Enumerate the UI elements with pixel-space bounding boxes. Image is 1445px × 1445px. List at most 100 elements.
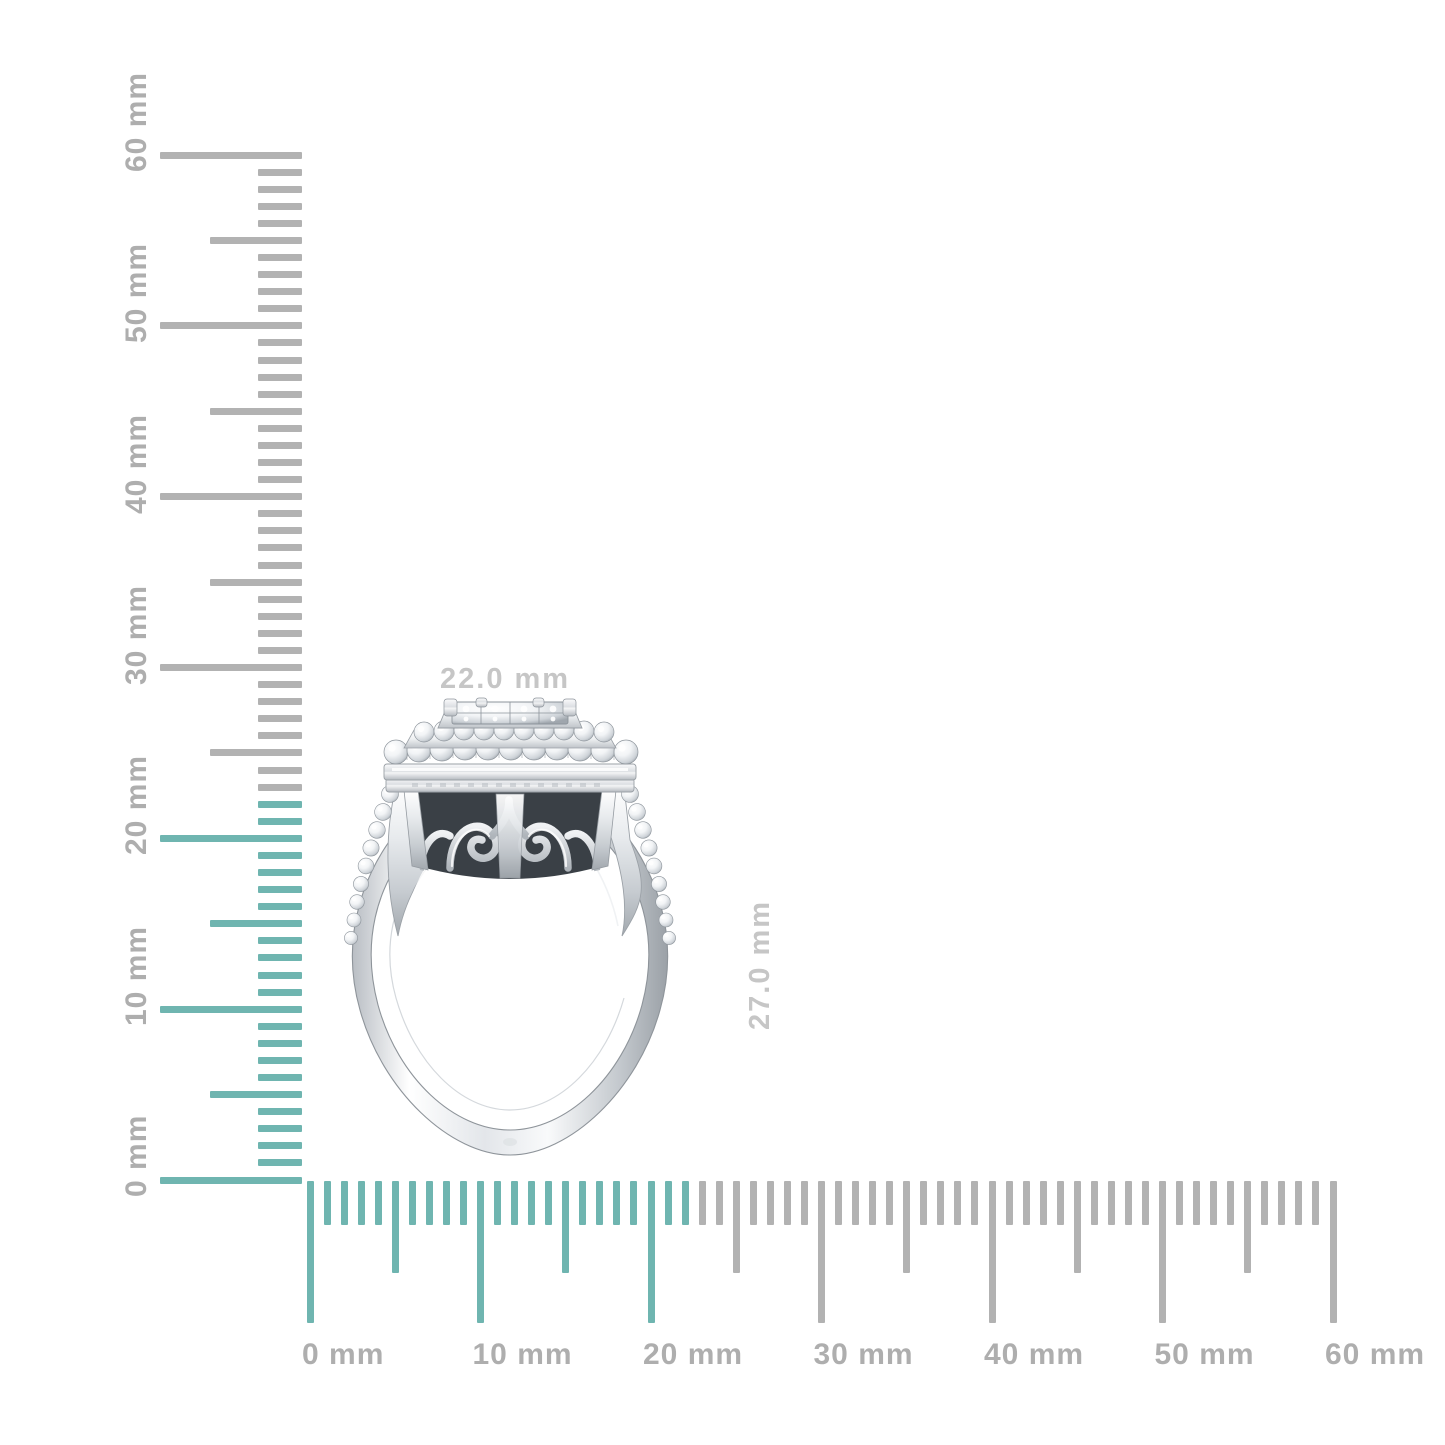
horizontal-tick-minor bbox=[579, 1181, 587, 1225]
horizontal-tick-minor bbox=[783, 1181, 791, 1225]
horizontal-tick-minor bbox=[528, 1181, 536, 1225]
horizontal-tick-mid bbox=[562, 1181, 570, 1273]
vertical-tick-minor bbox=[258, 1108, 302, 1116]
vertical-tick-minor bbox=[258, 646, 302, 654]
pave-diamonds-right bbox=[621, 785, 676, 945]
vertical-tick-minor bbox=[258, 527, 302, 535]
vertical-tick-minor bbox=[258, 681, 302, 689]
vertical-tick-major bbox=[160, 834, 302, 842]
horizontal-ruler-label: 50 mm bbox=[1154, 1338, 1255, 1371]
vertical-tick-minor bbox=[258, 1056, 302, 1064]
filigree-gallery bbox=[403, 789, 617, 879]
horizontal-tick-minor bbox=[442, 1181, 450, 1225]
horizontal-tick-minor bbox=[545, 1181, 553, 1225]
horizontal-tick-minor bbox=[1193, 1181, 1201, 1225]
horizontal-ruler-label: 30 mm bbox=[813, 1338, 914, 1371]
horizontal-ruler-label: 20 mm bbox=[643, 1338, 744, 1371]
horizontal-tick-minor bbox=[800, 1181, 808, 1225]
head-base bbox=[383, 763, 637, 793]
vertical-tick-minor bbox=[258, 305, 302, 313]
vertical-tick-minor bbox=[258, 356, 302, 364]
vertical-tick-minor bbox=[258, 715, 302, 723]
vertical-tick-minor bbox=[258, 459, 302, 466]
vertical-tick-mid bbox=[210, 578, 302, 586]
vertical-tick-minor bbox=[258, 954, 302, 962]
horizontal-tick-minor bbox=[1056, 1181, 1064, 1225]
horizontal-tick-minor bbox=[1090, 1181, 1098, 1225]
horizontal-tick-minor bbox=[1176, 1181, 1184, 1225]
horizontal-tick-major bbox=[1159, 1181, 1166, 1323]
horizontal-tick-minor bbox=[1124, 1181, 1132, 1225]
horizontal-tick-minor bbox=[664, 1181, 672, 1225]
horizontal-tick-minor bbox=[630, 1181, 638, 1225]
product-image bbox=[300, 690, 720, 1190]
horizontal-tick-minor bbox=[715, 1181, 723, 1225]
horizontal-tick-minor bbox=[835, 1181, 843, 1225]
horizontal-tick-minor bbox=[1107, 1181, 1115, 1225]
horizontal-tick-minor bbox=[766, 1181, 774, 1225]
horizontal-ruler-label: 40 mm bbox=[984, 1338, 1085, 1371]
vertical-tick-minor bbox=[258, 817, 302, 825]
horizontal-tick-minor bbox=[1278, 1181, 1286, 1225]
vertical-tick-minor bbox=[258, 271, 302, 279]
horizontal-tick-minor bbox=[1005, 1181, 1013, 1225]
horizontal-tick-minor bbox=[1312, 1181, 1320, 1225]
vertical-tick-minor bbox=[258, 544, 302, 552]
horizontal-tick-minor bbox=[613, 1181, 621, 1225]
vertical-ruler-label: 30 mm bbox=[120, 584, 153, 685]
vertical-tick-minor bbox=[258, 373, 302, 381]
horizontal-ruler-label: 60 mm bbox=[1325, 1338, 1426, 1371]
vertical-tick-mid bbox=[210, 1091, 302, 1099]
horizontal-tick-minor bbox=[869, 1181, 877, 1225]
vertical-tick-major bbox=[160, 1005, 302, 1013]
vertical-tick-major bbox=[160, 151, 302, 159]
vertical-tick-minor bbox=[258, 1022, 302, 1030]
vertical-tick-minor bbox=[258, 219, 302, 227]
horizontal-tick-minor bbox=[511, 1181, 519, 1225]
vertical-tick-minor bbox=[258, 1125, 302, 1133]
vertical-tick-minor bbox=[258, 800, 302, 808]
horizontal-tick-minor bbox=[971, 1181, 979, 1225]
center-stone-cluster bbox=[437, 697, 583, 729]
horizontal-tick-major bbox=[647, 1181, 655, 1323]
vertical-tick-minor bbox=[258, 783, 302, 791]
vertical-tick-minor bbox=[258, 698, 302, 706]
vertical-tick-mid bbox=[210, 407, 302, 415]
vertical-ruler-label: 50 mm bbox=[120, 242, 153, 343]
horizontal-tick-minor bbox=[408, 1181, 416, 1225]
vertical-tick-minor bbox=[258, 561, 302, 569]
vertical-tick-minor bbox=[258, 851, 302, 859]
horizontal-tick-minor bbox=[1039, 1181, 1047, 1225]
width-dimension-label: 22.0 mm bbox=[440, 663, 571, 695]
horizontal-tick-minor bbox=[1295, 1181, 1303, 1225]
horizontal-tick-minor bbox=[1227, 1181, 1235, 1225]
vertical-tick-major bbox=[160, 493, 302, 501]
vertical-tick-minor bbox=[258, 185, 302, 193]
ring-illustration bbox=[344, 697, 676, 1156]
horizontal-tick-mid bbox=[903, 1181, 911, 1273]
vertical-tick-minor bbox=[258, 390, 302, 398]
horizontal-tick-minor bbox=[357, 1181, 365, 1225]
horizontal-tick-minor bbox=[340, 1181, 348, 1225]
horizontal-ruler-label: 0 mm bbox=[302, 1338, 385, 1371]
vertical-tick-minor bbox=[258, 288, 302, 296]
vertical-tick-minor bbox=[258, 1142, 302, 1150]
vertical-tick-minor bbox=[258, 971, 302, 979]
horizontal-tick-minor bbox=[681, 1181, 689, 1225]
horizontal-tick-minor bbox=[954, 1181, 962, 1225]
vertical-tick-major bbox=[160, 322, 302, 330]
horizontal-tick-minor bbox=[920, 1181, 928, 1225]
vertical-tick-minor bbox=[258, 510, 302, 518]
horizontal-tick-minor bbox=[1261, 1181, 1269, 1225]
vertical-tick-minor bbox=[258, 595, 302, 603]
horizontal-tick-minor bbox=[698, 1181, 706, 1225]
vertical-tick-minor bbox=[258, 441, 302, 449]
vertical-tick-minor bbox=[258, 629, 302, 637]
horizontal-tick-minor bbox=[425, 1181, 433, 1225]
horizontal-ruler-label: 10 mm bbox=[472, 1338, 573, 1371]
vertical-tick-minor bbox=[258, 339, 302, 347]
vertical-tick-minor bbox=[258, 1159, 302, 1167]
horizontal-tick-major bbox=[988, 1181, 996, 1323]
vertical-tick-mid bbox=[210, 749, 302, 757]
horizontal-tick-minor bbox=[1022, 1181, 1030, 1225]
